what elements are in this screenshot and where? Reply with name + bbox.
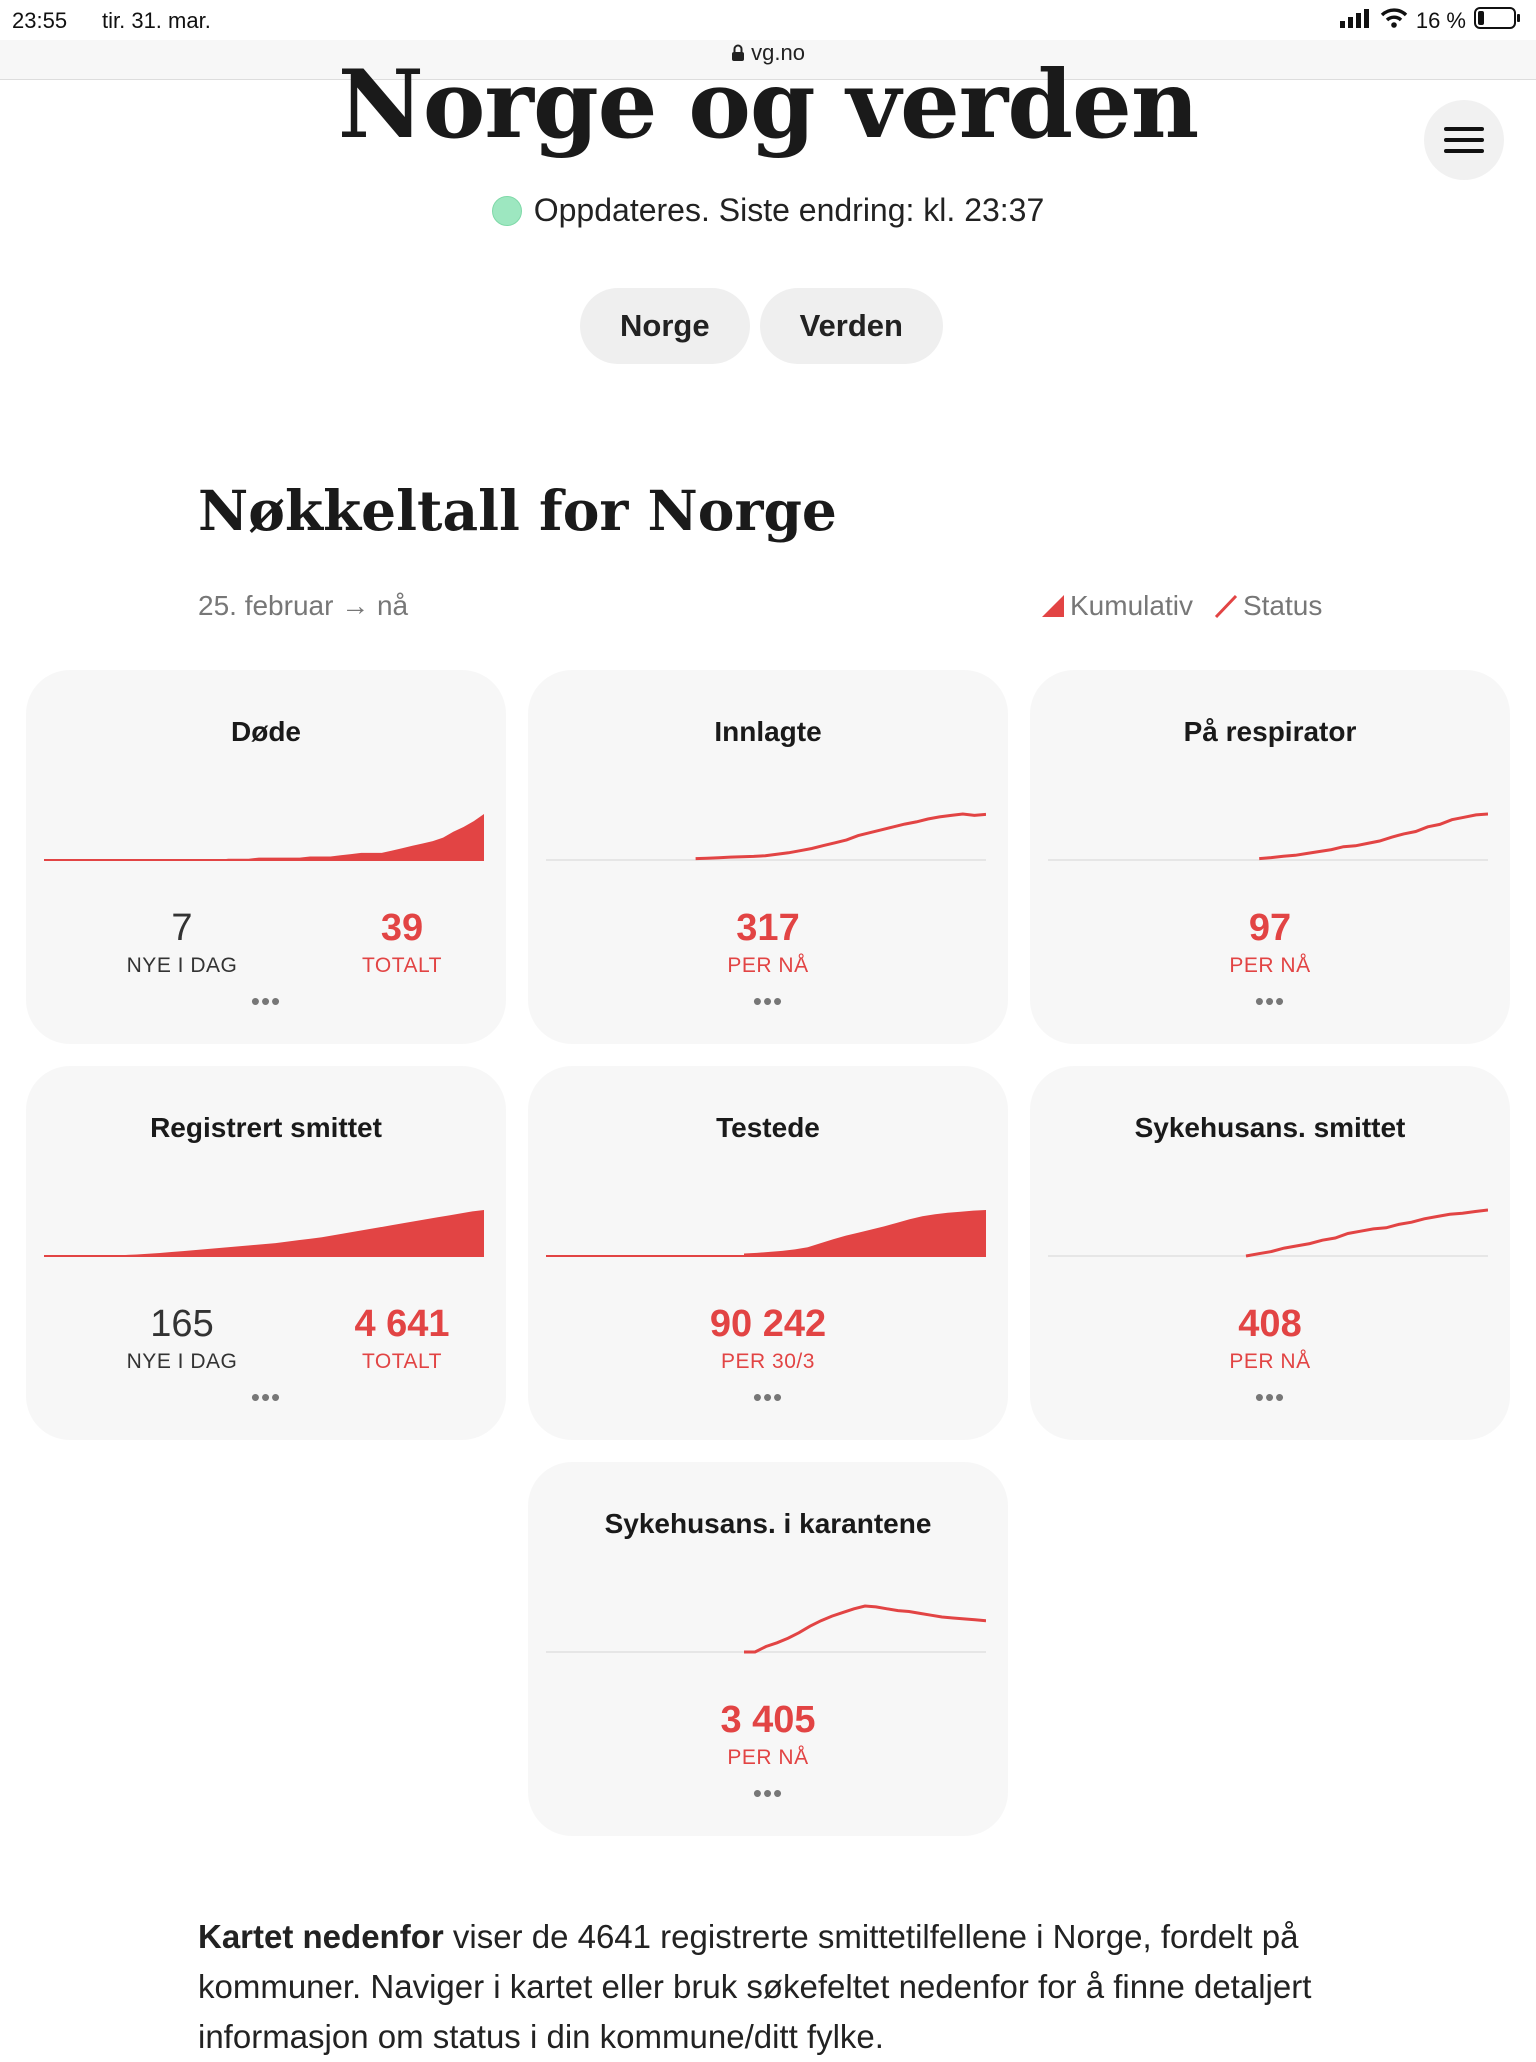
status-time: 23:55 [12,8,68,33]
section-title: Nøkkeltall for Norge [198,478,837,543]
card-title: På respirator [1183,716,1357,747]
card-stat: 7 NYE I DAG [82,906,282,978]
lock-icon [731,40,745,66]
stat-label: PER 30/3 [721,1350,815,1373]
card-sparkline [546,1604,986,1654]
status-date: tir. 31. mar. [102,8,211,33]
signal-icon [1339,8,1372,34]
map-intro-text: Kartet nedenfor viser de 4641 registrert… [198,1912,1348,2062]
stat-value: 317 [736,907,800,949]
map-intro-lead: Kartet nedenfor [198,1918,444,1955]
region-tabs: Norge Verden [580,288,943,364]
more-icon[interactable]: ••• [752,1382,784,1412]
wifi-icon [1380,7,1408,35]
stat-label: NYE I DAG [126,1350,238,1373]
card-sparkline [546,1210,986,1257]
status-right: 16 % [1339,6,1522,36]
stat-value: 7 [171,907,193,949]
more-icon[interactable]: ••• [1254,986,1286,1016]
stat-card[interactable]: Sykehusans. i karantene 3 405 PER NÅ ••• [528,1462,1008,1836]
menu-button[interactable] [1424,100,1504,180]
card-stat: 4 641 TOTALT [302,1302,502,1374]
more-icon[interactable]: ••• [752,986,784,1016]
update-status: Oppdateres. Siste endring: kl. 23:37 [0,192,1536,229]
sparkline-line [1245,1208,1488,1258]
stat-label: PER NÅ [727,1746,809,1769]
more-icon[interactable]: ••• [250,986,282,1016]
url-bar[interactable]: vg.no [0,40,1536,80]
stat-value: 408 [1238,1303,1302,1345]
hamburger-icon [1444,127,1484,131]
stat-card[interactable]: Døde 7 NYE I DAG 39 TOTALT ••• [26,670,506,1044]
sparkline-line [695,812,986,861]
stat-label: TOTALT [361,1350,442,1373]
sparkline-area [44,814,484,860]
stat-label: TOTALT [361,954,442,977]
period-label: 25. februar → nå [198,590,409,621]
card-sparkline [1048,812,1488,861]
legend-status: Status [1213,590,1322,622]
stat-value: 90 242 [709,1303,827,1345]
map-intro-body: viser de 4641 registrerte smittetilfelle… [198,1918,1312,2055]
more-icon[interactable]: ••• [752,1778,784,1808]
stat-card[interactable]: Innlagte 317 PER NÅ ••• [528,670,1008,1044]
sparkline-line [1259,812,1488,861]
card-sparkline [546,812,986,861]
card-title: Testede [716,1112,820,1143]
legend-status-label: Status [1242,590,1323,621]
hamburger-icon-line [1444,138,1484,142]
hamburger-icon-line [1444,149,1484,153]
status-bar: 23:55 tir. 31. mar. 16 % [0,0,1536,40]
card-title: Døde [231,716,301,747]
card-stat: 408 PER NÅ [1170,1302,1370,1374]
tab-verden[interactable]: Verden [759,288,943,364]
update-text: Oppdateres. Siste endring: kl. 23:37 [533,192,1045,228]
card-sparkline [44,1210,484,1257]
stat-value: 3 405 [720,1699,816,1741]
sparkline-line [744,1604,986,1654]
card-stat: 97 PER NÅ [1170,906,1370,978]
legend-cumulative: Kumulativ [1040,590,1193,622]
url-text: vg.no [751,40,805,65]
card-title: Registrert smittet [150,1112,382,1143]
stat-label: PER NÅ [1229,954,1311,977]
more-icon[interactable]: ••• [1254,1382,1286,1412]
stat-value: 39 [380,907,424,949]
tab-norge[interactable]: Norge [580,288,750,364]
more-icon[interactable]: ••• [250,1382,282,1412]
card-stat: 90 242 PER 30/3 [668,1302,868,1374]
stat-value: 4 641 [354,1303,450,1345]
stat-label: NYE I DAG [126,954,238,977]
legend-cumulative-label: Kumulativ [1070,590,1193,621]
card-stat: 3 405 PER NÅ [668,1698,868,1770]
page-title: Norge og verden [337,50,1199,160]
card-stat: 317 PER NÅ [668,906,868,978]
card-title: Sykehusans. smittet [1134,1112,1406,1143]
card-stat: 165 NYE I DAG [82,1302,282,1374]
stat-card[interactable]: Sykehusans. smittet 408 PER NÅ ••• [1030,1066,1510,1440]
live-dot-icon [491,196,522,226]
chart-legend: Kumulativ Status [1040,590,1322,622]
stat-card[interactable]: Registrert smittet 165 NYE I DAG 4 641 TOTAL… [26,1066,506,1440]
sparkline-area [744,1210,986,1256]
cumulative-icon [1042,595,1064,617]
card-title: Sykehusans. i karantene [604,1508,932,1539]
sparkline-area [44,1210,484,1256]
stat-card[interactable]: På respirator 97 PER NÅ ••• [1030,670,1510,1044]
status-line-icon [1214,594,1238,619]
stat-label: PER NÅ [1229,1350,1311,1373]
battery-icon [1474,6,1522,36]
stat-value: 97 [1248,907,1292,949]
card-sparkline [1048,1208,1488,1258]
stat-card[interactable]: Testede 90 242 PER 30/3 ••• [528,1066,1008,1440]
card-stat: 39 TOTALT [302,906,502,978]
card-sparkline [44,814,484,861]
stat-value: 165 [150,1303,214,1345]
card-title: Innlagte [714,716,822,747]
stat-label: PER NÅ [727,954,809,977]
battery-percent: 16 % [1415,8,1466,33]
